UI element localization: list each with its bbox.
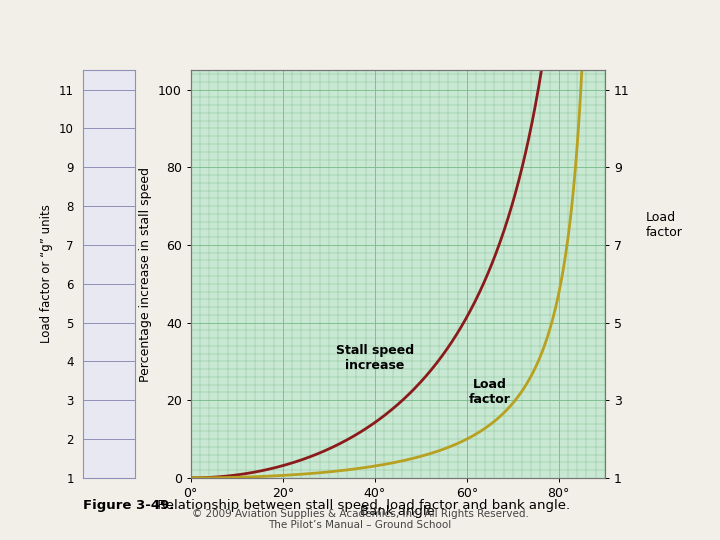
Text: © 2009 Aviation Supplies & Academics, Inc. All Rights Reserved.
The Pilot’s Manu: © 2009 Aviation Supplies & Academics, In… xyxy=(192,509,528,530)
Text: Figure 3-49.: Figure 3-49. xyxy=(83,500,174,512)
Text: Load
factor: Load factor xyxy=(647,211,683,239)
X-axis label: Bank angle: Bank angle xyxy=(361,505,435,518)
Text: Stall speed
increase: Stall speed increase xyxy=(336,343,414,372)
Text: Relationship between stall speed, load factor and bank angle.: Relationship between stall speed, load f… xyxy=(153,500,570,512)
Y-axis label: Percentage increase in stall speed: Percentage increase in stall speed xyxy=(140,166,153,382)
Text: Load
factor: Load factor xyxy=(469,379,510,407)
Y-axis label: Load factor or “g” units: Load factor or “g” units xyxy=(40,205,53,343)
